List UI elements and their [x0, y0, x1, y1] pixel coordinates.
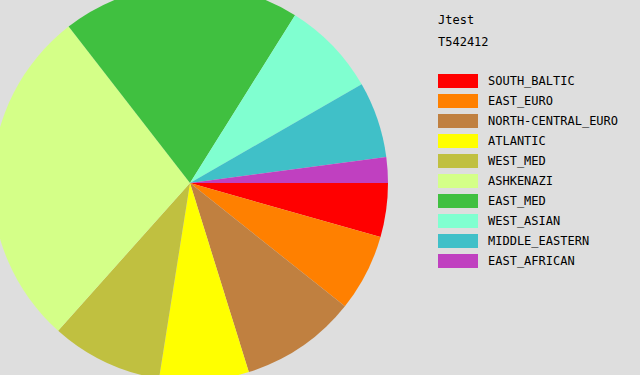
legend-label: WEST_MED [488, 154, 546, 168]
legend-swatch [438, 114, 478, 128]
title: Jtest [438, 13, 474, 27]
legend-swatch [438, 94, 478, 108]
legend-swatch [438, 214, 478, 228]
legend-swatch [438, 194, 478, 208]
legend-label: ATLANTIC [488, 134, 546, 148]
legend: SOUTH_BALTIC EAST_EURO NORTH-CENTRAL_EURO A… [438, 74, 618, 268]
legend-label: ASHKENAZI [488, 174, 553, 188]
legend-swatch [438, 74, 478, 88]
chart: Jtest T542412 SOUTH_BALTIC EAST_EURO NORTH-C… [0, 0, 640, 375]
pie-slice [190, 157, 388, 183]
legend-label: EAST_EURO [488, 94, 553, 108]
legend-swatch [438, 254, 478, 268]
legend-label: NORTH-CENTRAL_EURO [488, 114, 618, 128]
legend-label: SOUTH_BALTIC [488, 74, 575, 88]
legend-label: WEST_ASIAN [488, 214, 560, 228]
legend-swatch [438, 174, 478, 188]
legend-label: EAST_MED [488, 194, 546, 208]
subtitle: T542412 [438, 35, 489, 49]
legend-swatch [438, 234, 478, 248]
pie [0, 0, 388, 375]
legend-swatch [438, 154, 478, 168]
legend-label: EAST_AFRICAN [488, 254, 575, 268]
legend-swatch [438, 134, 478, 148]
legend-label: MIDDLE_EASTERN [488, 234, 589, 248]
